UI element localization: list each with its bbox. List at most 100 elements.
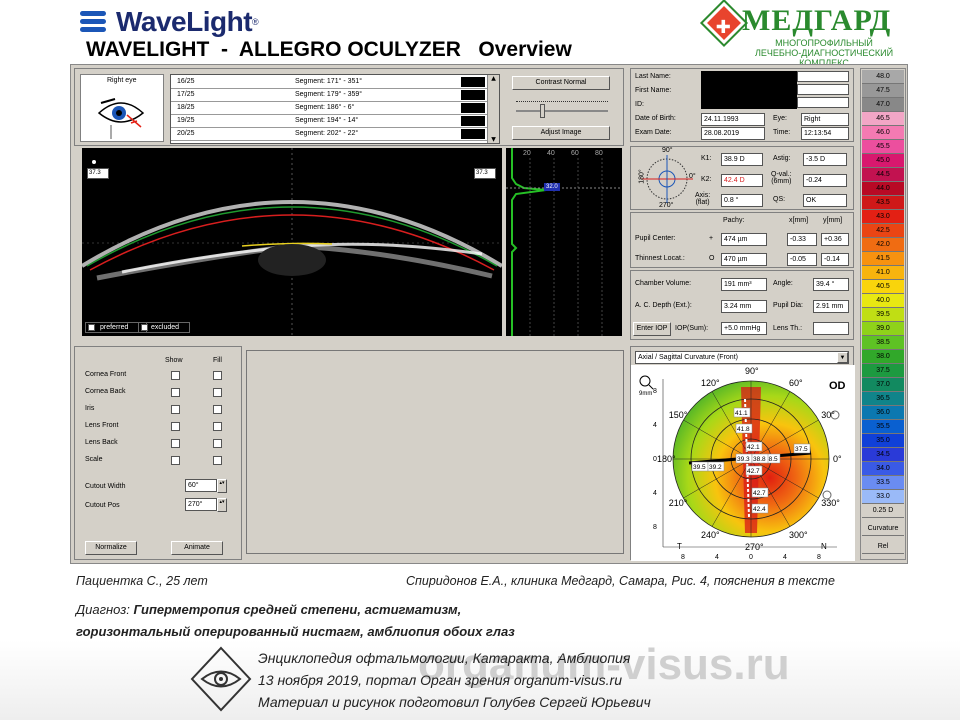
- map-x-tick: 0: [749, 554, 753, 561]
- brand-reg: ®: [252, 17, 259, 27]
- contrast-slider-track[interactable]: [516, 110, 608, 112]
- layer-show-checkbox[interactable]: [171, 388, 180, 397]
- thinnest-x-field: -0.05: [787, 253, 817, 266]
- kangle-0: 0°: [689, 173, 696, 180]
- layer-fill-checkbox[interactable]: [213, 439, 222, 448]
- color-scale-step: 47.0: [862, 98, 904, 112]
- map-value-box: [751, 487, 769, 498]
- segment-row[interactable]: 17/25 Segment: 179° - 359°: [171, 89, 487, 102]
- rel-button[interactable]: Rel: [862, 540, 904, 554]
- segment-angle: Segment: 202° - 22°: [295, 130, 359, 137]
- normalize-button[interactable]: Normalize: [85, 541, 137, 555]
- layer-fill-checkbox[interactable]: [213, 371, 222, 380]
- zoom-icon[interactable]: [639, 375, 651, 387]
- segment-thumbnail: [461, 116, 485, 126]
- map-value-text: 42.1: [747, 444, 760, 451]
- time-field[interactable]: 12:13:54: [801, 127, 849, 140]
- cutout-pos-label: Cutout Pos: [85, 502, 120, 509]
- map-x-tick: 4: [715, 554, 719, 561]
- qval-field: -0.24: [803, 174, 847, 187]
- layer-show-checkbox[interactable]: [171, 371, 180, 380]
- layer-show-checkbox[interactable]: [171, 439, 180, 448]
- scroll-up-icon[interactable]: ▲: [491, 75, 496, 82]
- eye-icon: [97, 98, 145, 139]
- color-scale-step: 33.5: [862, 476, 904, 490]
- map-value-label: 42.1: [745, 441, 763, 452]
- layer-fill-checkbox[interactable]: [213, 388, 222, 397]
- map-value-text: 37.5: [795, 446, 808, 453]
- segment-row[interactable]: 18/25 Segment: 186° - 6°: [171, 102, 487, 115]
- layer-show-checkbox[interactable]: [171, 456, 180, 465]
- adjust-image-button[interactable]: Adjust Image: [512, 126, 610, 140]
- pupil-x-field: -0.33: [787, 233, 817, 246]
- dob-label: Date of Birth:: [635, 115, 676, 122]
- map-value-box: [745, 441, 763, 452]
- caption-author: Спиридонов Е.А., клиника Медгард, Самара…: [406, 574, 835, 588]
- contrast-slider-thumb[interactable]: [540, 104, 545, 118]
- map-type-select[interactable]: Axial / Sagittal Curvature (Front): [635, 351, 849, 364]
- map-value-label: 42.7: [745, 465, 763, 476]
- cutout-pos-field[interactable]: 270°: [185, 498, 217, 511]
- map-value-label: 41.8: [735, 423, 753, 434]
- map-side-dot: [830, 410, 840, 420]
- layers-panel: Show Fill Cornea Front Cornea Back Iris Len…: [74, 346, 242, 560]
- dob-field[interactable]: 24.11.1993: [701, 113, 765, 126]
- pupil-pachy-field: 474 µm: [721, 233, 767, 246]
- last-name-field[interactable]: [797, 71, 849, 82]
- qs-field: OK: [803, 194, 847, 207]
- segment-row[interactable]: 20/25 Segment: 202° - 22°: [171, 128, 487, 141]
- map-angle-label: 0°: [833, 454, 842, 464]
- segment-thumbnail: [461, 90, 485, 100]
- contrast-button[interactable]: Contrast Normal: [512, 76, 610, 90]
- map-y-tick: 8: [653, 524, 657, 531]
- topography-map[interactable]: 90°60°30°0°330°300°270°240°210°180°150°1…: [631, 365, 855, 561]
- animate-button[interactable]: Animate: [171, 541, 223, 555]
- first-name-field[interactable]: [797, 84, 849, 95]
- eye-field[interactable]: Right: [801, 113, 849, 126]
- layer-show-checkbox[interactable]: [171, 422, 180, 431]
- time-label: Time:: [773, 129, 791, 136]
- pupil-y-field: +0.36: [821, 233, 849, 246]
- layer-show-checkbox[interactable]: [171, 405, 180, 414]
- layer-fill-checkbox[interactable]: [213, 422, 222, 431]
- chevron-down-icon[interactable]: ▼: [837, 352, 848, 363]
- scroll-down-icon[interactable]: ▼: [491, 136, 496, 143]
- kangle-180: 180°: [638, 169, 646, 184]
- map-value-label: 38.8: [751, 453, 769, 464]
- excluded-checkbox[interactable]: [141, 324, 148, 331]
- thinnest-label: Thinnest Locat.:: [635, 255, 685, 262]
- scheimpflug-image[interactable]: 37.3 37.3 preferred excluded: [80, 148, 504, 336]
- cutout-width-spinner[interactable]: ▴▾: [217, 479, 227, 493]
- page-title: WAVELIGHT - ALLEGRO OCULYZER Overview: [86, 38, 572, 61]
- layer-label: Scale: [85, 456, 103, 463]
- thinnest-y-field: -0.14: [821, 253, 849, 266]
- 3d-view-area[interactable]: [246, 350, 624, 554]
- scale-step[interactable]: 0.25 D: [862, 504, 904, 518]
- segment-row[interactable]: 16/25 Segment: 171° - 351°: [171, 76, 487, 89]
- segment-list[interactable]: 16/25 Segment: 171° - 351° 17/25 Segment: 1…: [170, 74, 500, 144]
- exam-date-field[interactable]: 28.08.2019: [701, 127, 765, 140]
- segment-id: 20/25: [177, 130, 195, 137]
- cutout-pos-spinner[interactable]: ▴▾: [217, 498, 227, 512]
- segment-row[interactable]: 19/25 Segment: 194° - 14°: [171, 115, 487, 128]
- enter-iop-button[interactable]: Enter IOP: [633, 322, 671, 336]
- color-scale-step: 47.5: [862, 84, 904, 98]
- id-field[interactable]: [797, 97, 849, 108]
- qs-label: QS:: [773, 196, 786, 203]
- segment-id: 17/25: [177, 91, 195, 98]
- preferred-checkbox[interactable]: [88, 324, 95, 331]
- curvature-button[interactable]: Curvature: [862, 522, 904, 536]
- color-scale-step: 38.0: [862, 350, 904, 364]
- map-angle-label: 150°: [669, 410, 688, 420]
- layer-fill-checkbox[interactable]: [213, 405, 222, 414]
- eye-box: Right eye: [80, 74, 164, 142]
- map-value-text: 38.8: [753, 456, 766, 463]
- cutout-width-field[interactable]: 60°: [185, 479, 217, 492]
- color-scale-step: 39.0: [862, 322, 904, 336]
- chamber-volume-label: Chamber Volume:: [635, 280, 692, 287]
- segment-scrollbar[interactable]: ▲ ▼: [487, 75, 499, 143]
- excluded-checkbox-wrap[interactable]: excluded: [138, 322, 190, 333]
- density-svg: [506, 148, 622, 336]
- exam-date-label: Exam Date:: [635, 129, 672, 136]
- layer-fill-checkbox[interactable]: [213, 456, 222, 465]
